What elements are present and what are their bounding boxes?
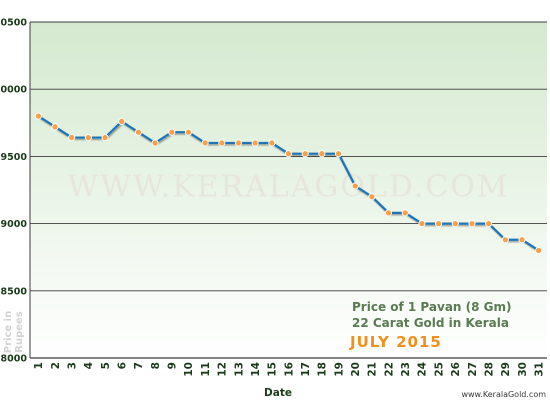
- data-point: [518, 236, 526, 244]
- x-tick-label: 4: [83, 362, 95, 369]
- x-tick-label: 12: [217, 362, 229, 377]
- x-tick-label: 11: [200, 362, 212, 377]
- data-point: [84, 134, 92, 142]
- data-point: [118, 117, 126, 126]
- data-point: [51, 123, 59, 131]
- x-tick-label: 17: [300, 362, 312, 377]
- data-point: [501, 236, 509, 244]
- annotation-line-2: 22 Carat Gold in Kerala: [352, 316, 509, 330]
- x-tick-label: 23: [400, 362, 412, 377]
- data-point: [485, 220, 493, 228]
- x-tick-label: 24: [417, 362, 429, 377]
- x-tick-label: 14: [250, 362, 262, 377]
- data-point: [435, 220, 443, 228]
- x-tick-label: 28: [483, 362, 495, 377]
- data-point: [101, 134, 109, 142]
- x-tick-label: 26: [450, 362, 462, 377]
- data-point: [385, 209, 393, 217]
- x-tick-label: 16: [283, 362, 295, 377]
- data-point: [268, 139, 276, 147]
- data-point: [168, 128, 176, 136]
- annotation-line-1: Price of 1 Pavan (8 Gm): [352, 300, 512, 314]
- y-tick-label: 20500: [0, 18, 27, 29]
- watermark-text: WWW.KERALAGOLD.COM: [67, 170, 509, 205]
- x-tick-label: 31: [533, 362, 545, 377]
- x-tick-label: 3: [66, 362, 78, 369]
- data-point: [234, 139, 243, 147]
- x-axis-ticks: 1 2 3 4 5 6 7 8 9 10 11 12 13 14 15 16 17 18 19 20 21 22 23 24 2…: [33, 362, 545, 377]
- y-axis-ticks: 18000 18500 19000 19500 20000 20500: [0, 18, 27, 365]
- x-tick-label: 7: [133, 362, 145, 369]
- y-tick-label: 18000: [0, 354, 27, 365]
- x-tick-label: 10: [183, 362, 195, 377]
- x-tick-label: 22: [383, 362, 395, 377]
- data-point: [334, 150, 343, 158]
- data-point: [68, 134, 76, 142]
- data-point: [451, 220, 459, 228]
- data-point: [468, 220, 476, 228]
- data-point: [535, 246, 543, 255]
- x-tick-label: 13: [233, 362, 245, 377]
- data-point: [201, 139, 209, 147]
- plot-area: [30, 22, 547, 358]
- data-point: [151, 139, 159, 147]
- data-point: [401, 209, 409, 217]
- x-tick-label: 8: [150, 362, 162, 369]
- y-tick-label: 19000: [0, 219, 27, 230]
- price-series-points: [34, 112, 543, 255]
- data-point: [284, 150, 293, 158]
- data-point: [318, 150, 326, 158]
- y-tick-label: 19500: [0, 152, 27, 163]
- x-tick-label: 15: [267, 362, 279, 377]
- data-point: [184, 128, 192, 136]
- data-point: [301, 150, 309, 158]
- x-tick-label: 29: [500, 362, 512, 377]
- x-tick-label: 1: [33, 362, 45, 369]
- x-tick-label: 5: [100, 362, 112, 369]
- x-tick-label: 2: [50, 362, 62, 369]
- data-point: [418, 220, 426, 228]
- x-tick-label: 19: [333, 362, 345, 377]
- annotation-month: JULY 2015: [349, 333, 442, 351]
- data-point: [368, 193, 376, 201]
- y-axis-label: Price inRupees: [3, 311, 25, 353]
- x-tick-label: 9: [167, 362, 179, 369]
- gridlines: [29, 21, 547, 359]
- x-tick-label: 6: [117, 362, 129, 369]
- x-tick-label: 30: [517, 362, 529, 377]
- data-point: [351, 182, 359, 190]
- x-tick-label: 20: [350, 362, 362, 377]
- data-point: [134, 128, 142, 136]
- data-point: [34, 112, 42, 120]
- y-tick-label: 18500: [0, 286, 27, 297]
- data-point: [251, 139, 259, 147]
- x-tick-label: 18: [317, 362, 329, 377]
- x-tick-label: 21: [367, 362, 379, 377]
- x-axis-label: Date: [264, 387, 292, 399]
- data-point: [218, 139, 226, 147]
- source-credit: www.KeralaGold.com: [461, 390, 546, 399]
- x-tick-label: 27: [467, 362, 479, 377]
- x-tick-label: 25: [433, 362, 445, 377]
- y-tick-label: 20000: [0, 85, 27, 96]
